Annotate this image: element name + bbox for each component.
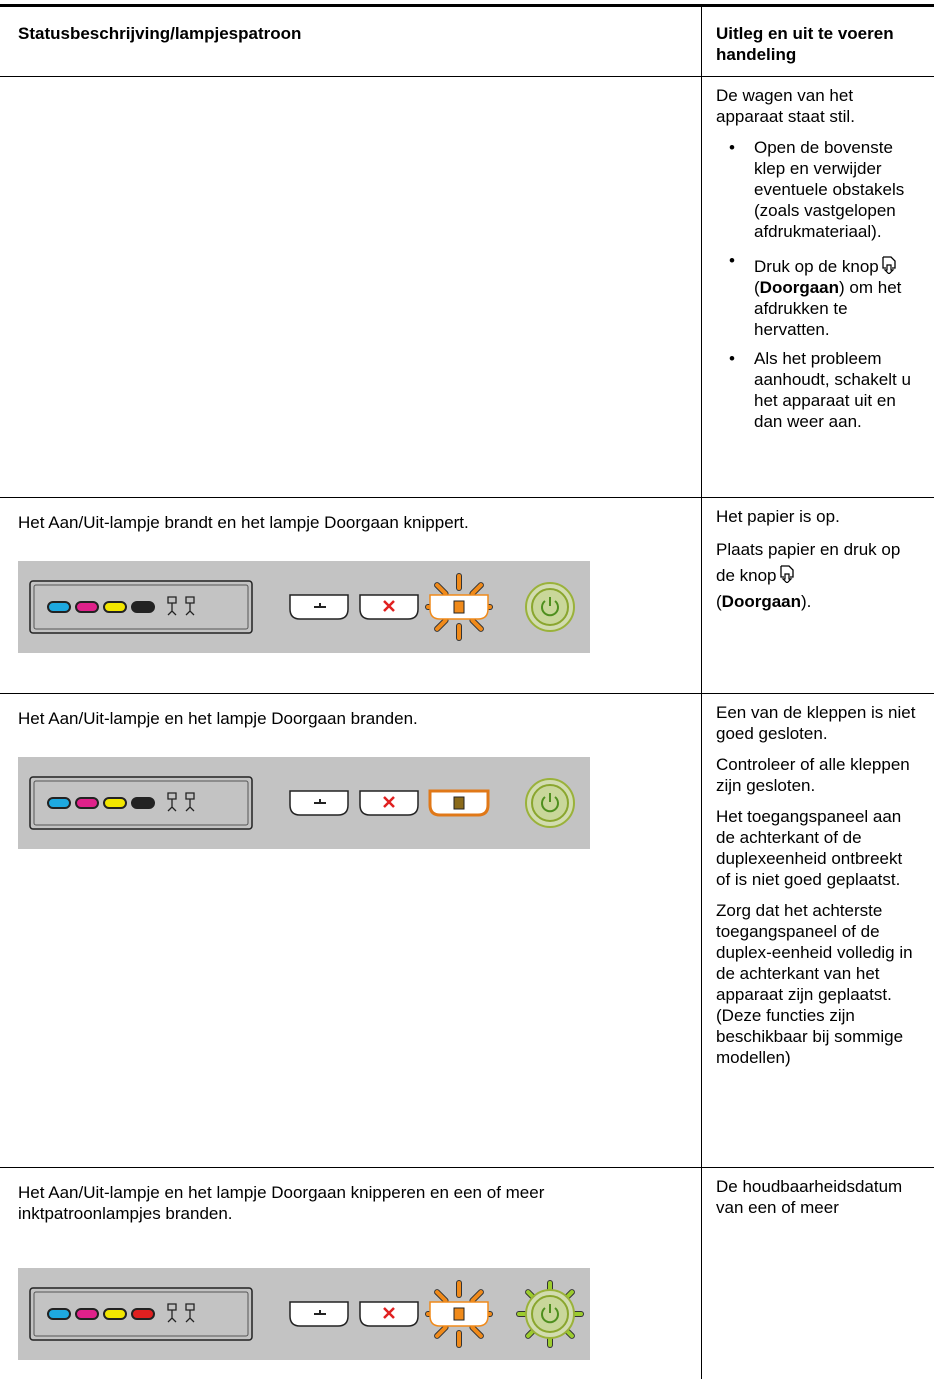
network-icon	[314, 1310, 326, 1315]
text: (	[754, 278, 760, 297]
row: Het Aan/Uit-lampje en het lampje Doorgaa…	[0, 1167, 934, 1379]
network-icon	[314, 799, 326, 804]
blink-ray	[435, 1325, 448, 1338]
cartridge-box	[33, 1291, 249, 1337]
cartridge-box	[33, 780, 249, 826]
status-cell: Het Aan/Uit-lampje en het lampje Doorgaa…	[0, 693, 702, 1168]
blink-ray	[470, 1290, 483, 1303]
bold-text: Doorgaan	[721, 592, 802, 611]
text: Plaats papier en druk op de knop	[716, 540, 901, 585]
explanation-cell: De houdbaarheidsdatum van een of meer	[702, 1168, 934, 1379]
resume-icon	[453, 600, 465, 614]
power-icon	[541, 597, 559, 617]
bullet: Als het probleem aanhoudt, schakelt u he…	[716, 348, 920, 432]
cartridge-light	[131, 797, 155, 809]
cartridge-light	[103, 601, 127, 613]
status-cell	[0, 76, 702, 498]
blink-ray	[435, 1290, 448, 1303]
panel-graphic	[18, 757, 590, 849]
text: Plaats papier en druk op de knop (Doorgaa…	[716, 537, 920, 615]
cancel-icon	[383, 796, 395, 808]
panel-graphic	[18, 561, 590, 653]
explanation-cell: Een van de kleppen is niet goed gesloten…	[702, 694, 934, 1168]
text: ) om het afdrukken te hervatten.	[754, 278, 902, 339]
resume-icon	[453, 1307, 465, 1321]
status-cell: Het Aan/Uit-lampje brandt en het lampje …	[0, 497, 702, 694]
explanation-cell: Het papier is op. Plaats papier en druk …	[702, 498, 934, 694]
text: (	[716, 592, 722, 611]
cartridge-light	[131, 601, 155, 613]
text: De wagen van het apparaat staat stil.	[716, 86, 855, 126]
light-panel	[18, 561, 701, 658]
light-panel	[18, 757, 701, 854]
text: De houdbaarheidsdatum van een of meer	[716, 1177, 903, 1217]
cartridge-light	[47, 601, 71, 613]
blink-ray	[470, 618, 483, 631]
head-icon	[185, 596, 195, 616]
header-row: Statusbeschrijving/lampjespatroon Uitleg…	[0, 5, 934, 77]
cartridge-box	[29, 776, 253, 830]
blink-ray	[435, 618, 448, 631]
power-icon	[541, 1304, 559, 1324]
blink-ray	[470, 1325, 483, 1338]
text: Het Aan/Uit-lampje en het lampje Doorgaa…	[18, 709, 418, 728]
head-icon	[185, 1303, 195, 1323]
network-icon	[314, 603, 326, 608]
row: Het Aan/Uit-lampje brandt en het lampje …	[0, 497, 934, 694]
text: Het Aan/Uit-lampje brandt en het lampje …	[18, 513, 469, 532]
text: (Doorgaan).	[716, 593, 811, 611]
power-icon	[541, 793, 559, 813]
text: Controleer of alle kleppen zijn gesloten…	[716, 755, 910, 795]
cartridge-box	[29, 1287, 253, 1341]
power-button	[531, 588, 569, 626]
bullet: Open de bovenste klep en verwijder event…	[716, 137, 920, 242]
cartridge-box	[29, 580, 253, 634]
head-icon	[167, 596, 177, 616]
text: Een van de kleppen is niet goed gesloten…	[716, 703, 916, 743]
status-table: Statusbeschrijving/lampjespatroon Uitleg…	[0, 4, 934, 1379]
status-cell: Het Aan/Uit-lampje en het lampje Doorgaa…	[0, 1167, 702, 1379]
explanation-cell: De wagen van het apparaat staat stil. Op…	[702, 77, 934, 498]
resume-icon	[453, 796, 465, 810]
header-cell: Statusbeschrijving/lampjespatroon	[0, 5, 702, 77]
bullet-list: Open de bovenste klep en verwijder event…	[716, 137, 920, 432]
bold-text: Doorgaan	[759, 278, 840, 297]
header-cell: Uitleg en uit te voeren handeling	[716, 24, 894, 64]
light-panel	[18, 1268, 701, 1365]
cartridge-light	[47, 797, 71, 809]
bullet: Druk op de knop (Doorgaan) om het afdrukk…	[716, 250, 920, 340]
row: De wagen van het apparaat staat stil. Op…	[0, 76, 934, 498]
text: Het papier is op.	[716, 507, 840, 526]
row: Het Aan/Uit-lampje en het lampje Doorgaa…	[0, 693, 934, 1168]
cancel-icon	[383, 1307, 395, 1319]
cartridge-light	[103, 797, 127, 809]
head-icon	[167, 1303, 177, 1323]
cartridge-light	[75, 601, 99, 613]
cartridge-light	[103, 1308, 127, 1320]
resume-icon	[882, 256, 896, 274]
head-icon	[185, 792, 195, 812]
cartridge-light	[75, 797, 99, 809]
blink-ray	[470, 583, 483, 596]
panel-graphic	[18, 1268, 590, 1360]
blink-ray	[435, 583, 448, 596]
power-button	[531, 784, 569, 822]
resume-icon	[779, 565, 794, 583]
power-button	[531, 1295, 569, 1333]
cartridge-box	[33, 584, 249, 630]
text: Het Aan/Uit-lampje en het lampje Doorgaa…	[18, 1183, 545, 1223]
text: Zorg dat het achterste toegangspaneel of…	[716, 901, 913, 1067]
head-icon	[167, 792, 177, 812]
text: ).	[801, 592, 812, 611]
text: Druk op de knop	[754, 257, 879, 276]
text: Het toegangspaneel aan de achterkant of …	[716, 807, 903, 889]
cartridge-light	[47, 1308, 71, 1320]
cartridge-light	[75, 1308, 99, 1320]
cartridge-light	[131, 1308, 155, 1320]
cancel-icon	[383, 600, 395, 612]
